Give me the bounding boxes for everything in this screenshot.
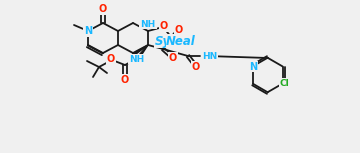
Text: O: O bbox=[160, 21, 168, 31]
Text: O: O bbox=[121, 75, 129, 85]
Text: N: N bbox=[249, 62, 257, 71]
Text: HN: HN bbox=[202, 52, 217, 60]
Text: NH: NH bbox=[140, 19, 156, 28]
Text: O: O bbox=[107, 54, 115, 64]
Text: O: O bbox=[169, 53, 177, 63]
Text: O: O bbox=[99, 4, 107, 14]
Text: Cl: Cl bbox=[280, 79, 289, 88]
Text: Neal: Neal bbox=[166, 34, 196, 47]
Text: Sy: Sy bbox=[155, 34, 171, 47]
Text: O: O bbox=[175, 25, 183, 35]
Polygon shape bbox=[137, 45, 148, 59]
Polygon shape bbox=[132, 45, 148, 56]
Text: N: N bbox=[84, 26, 92, 36]
Text: NH: NH bbox=[129, 54, 145, 63]
Text: O: O bbox=[192, 62, 200, 72]
